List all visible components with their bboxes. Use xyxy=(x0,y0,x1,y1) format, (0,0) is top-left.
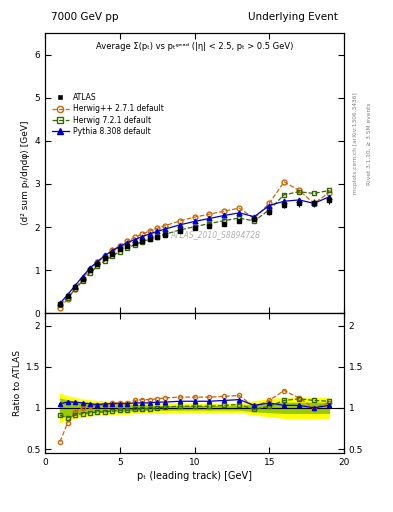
Text: mcplots.cern.ch [arXiv:1306.3436]: mcplots.cern.ch [arXiv:1306.3436] xyxy=(353,93,358,194)
Text: ATLAS_2010_S8894728: ATLAS_2010_S8894728 xyxy=(171,230,261,239)
Text: Underlying Event: Underlying Event xyxy=(248,12,338,22)
X-axis label: pₜ (leading track) [GeV]: pₜ (leading track) [GeV] xyxy=(137,471,252,481)
Text: Rivet 3.1.10, ≥ 3.5M events: Rivet 3.1.10, ≥ 3.5M events xyxy=(367,102,372,185)
Y-axis label: Ratio to ATLAS: Ratio to ATLAS xyxy=(13,350,22,416)
Y-axis label: ⟨d² sum pₜ/dηdφ⟩ [GeV]: ⟨d² sum pₜ/dηdφ⟩ [GeV] xyxy=(21,121,30,225)
Text: Average Σ(pₜ) vs pₜᵍᵉᵃᵈ (|η| < 2.5, pₜ > 0.5 GeV): Average Σ(pₜ) vs pₜᵍᵉᵃᵈ (|η| < 2.5, pₜ >… xyxy=(96,41,293,51)
Legend: ATLAS, Herwig++ 2.7.1 default, Herwig 7.2.1 default, Pythia 8.308 default: ATLAS, Herwig++ 2.7.1 default, Herwig 7.… xyxy=(52,93,163,136)
Text: 7000 GeV pp: 7000 GeV pp xyxy=(51,12,119,22)
